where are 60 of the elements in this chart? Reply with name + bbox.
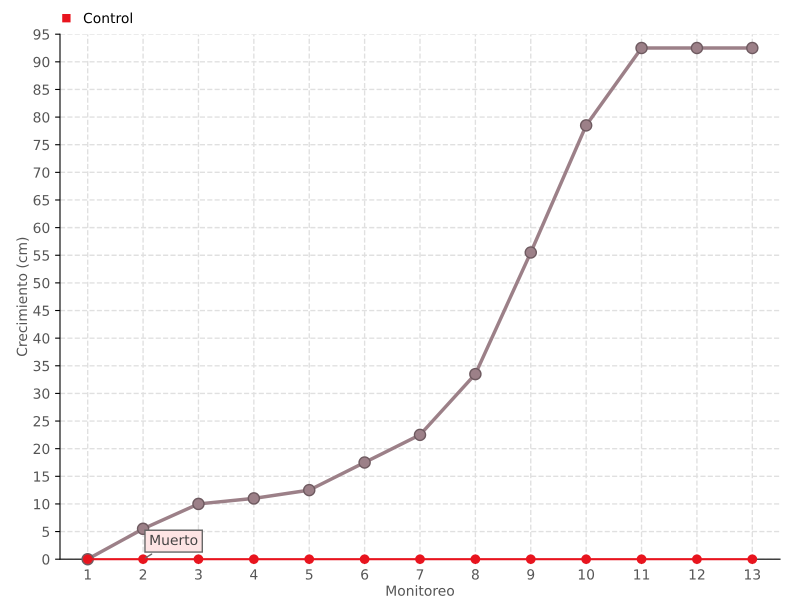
y-tick-label: 55 — [34, 250, 50, 261]
x-tick-label: 6 — [361, 569, 368, 580]
point — [524, 246, 538, 259]
point — [360, 554, 370, 564]
point — [580, 119, 592, 132]
y-tick-label: 20 — [34, 444, 50, 454]
point — [470, 554, 480, 564]
point — [747, 554, 758, 564]
point — [469, 368, 482, 380]
point — [358, 456, 371, 469]
y-tick-label: 40 — [33, 333, 50, 344]
y-tick-label: 5 — [42, 526, 50, 538]
x-tick-label: 4 — [250, 569, 258, 580]
y-tick-label: 10 — [34, 498, 50, 510]
point — [635, 42, 648, 54]
point — [194, 554, 204, 564]
legend-label: Control — [84, 12, 132, 24]
x-tick-label: 9 — [527, 569, 534, 580]
x-axis-title: Monitoreo — [386, 585, 454, 596]
x-tick-label: 10 — [578, 569, 594, 580]
y-tick-label: 0 — [42, 554, 50, 565]
point — [304, 554, 314, 564]
y-tick-label: 95 — [33, 29, 50, 40]
annotation: Muerto — [150, 534, 198, 546]
x-tick-label: 3 — [195, 569, 202, 580]
y-tick-label: 70 — [34, 167, 50, 178]
point — [581, 554, 592, 564]
point — [690, 42, 704, 54]
y-tick-label: 30 — [34, 388, 50, 399]
y-tick-label: 50 — [34, 278, 50, 288]
y-axis-title: Crecimiento (cm) — [16, 238, 29, 356]
point — [415, 554, 425, 564]
x-tick-label: 11 — [634, 569, 650, 580]
point — [138, 554, 148, 564]
point — [248, 554, 259, 564]
point — [192, 498, 205, 510]
y-tick-label: 60 — [34, 222, 50, 234]
y-tick-label: 90 — [33, 56, 50, 68]
point — [746, 42, 759, 54]
x-tick-label: 13 — [744, 569, 760, 580]
y-tick-label: 45 — [33, 306, 50, 316]
point — [692, 554, 702, 564]
y-tick-label: 80 — [34, 112, 50, 123]
x-tick-label: 1 — [84, 569, 91, 580]
point — [636, 554, 646, 564]
point — [414, 428, 426, 442]
x-tick-label: 5 — [306, 569, 312, 580]
y-tick-label: 35 — [34, 360, 50, 372]
y-tick-label: 65 — [34, 194, 50, 206]
y-tick-label: 85 — [34, 84, 50, 95]
x-tick-label: 12 — [690, 569, 704, 580]
point — [248, 492, 260, 505]
x-tick-label: 8 — [472, 569, 479, 580]
x-tick-label: 7 — [416, 569, 424, 580]
point — [302, 484, 316, 496]
y-tick-label: 15 — [34, 471, 50, 482]
y-tick-label: 25 — [34, 416, 50, 427]
point — [526, 554, 536, 564]
y-tick-label: 75 — [34, 140, 50, 150]
x-tick-label: 2 — [140, 569, 146, 580]
